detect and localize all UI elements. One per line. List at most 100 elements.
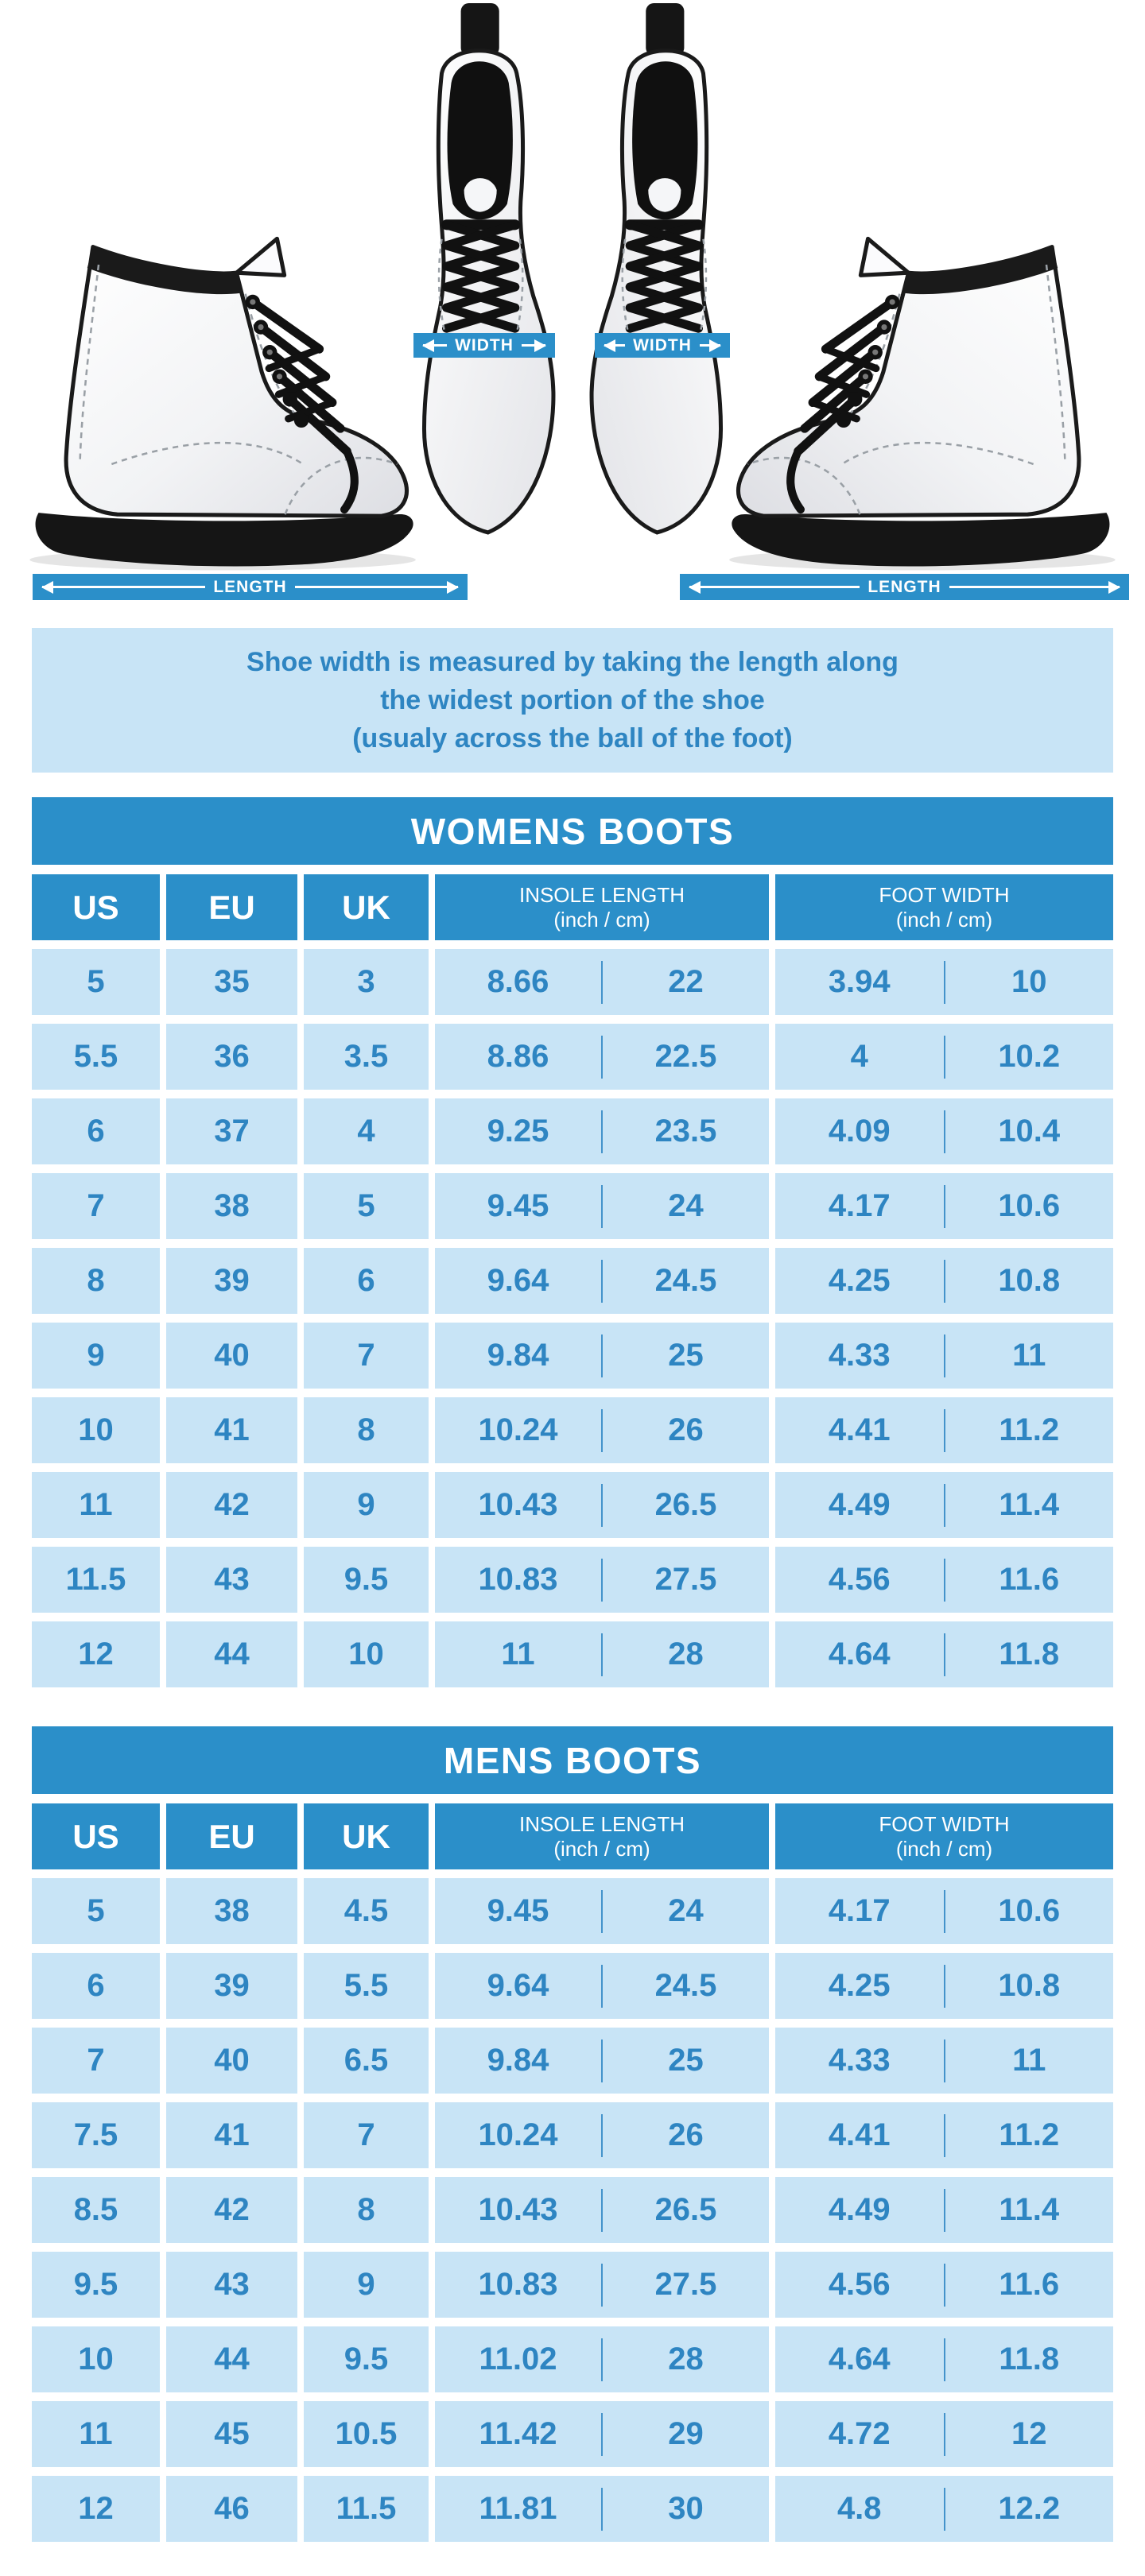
us-size-cell: 12: [32, 2476, 160, 2542]
us-size-cell: 10: [32, 2326, 160, 2392]
uk-size-cell: 9: [304, 1472, 429, 1538]
insole-length-label: INSOLE LENGTH: [518, 1811, 685, 1836]
insole-inch-value: 11.81: [479, 2491, 557, 2526]
insole-length-cell: 9.25 23.5: [435, 1098, 769, 1164]
insole-cm-value: 24.5: [654, 1968, 717, 2003]
width-label: WIDTH: [633, 335, 692, 354]
foot-width-cm-value: 11.6: [999, 2267, 1060, 2302]
uk-size-cell: 8: [304, 2177, 429, 2243]
foot-width-cell: 4.41 11.2: [775, 2102, 1113, 2168]
mens-table-header: US EU UK INSOLE LENGTH (inch / cm) FOOT …: [32, 1803, 1113, 1869]
cell-divider: [943, 2263, 945, 2307]
foot-width-cell: 4.64 11.8: [775, 1621, 1113, 1687]
arrow-right-icon: [699, 344, 721, 347]
cell-divider: [943, 1633, 945, 1676]
foot-width-inch-value: 4.25: [828, 1263, 891, 1298]
insole-inch-value: 9.64: [487, 1263, 549, 1298]
cell-divider: [601, 1184, 603, 1228]
insole-length-units: (inch / cm): [553, 1836, 650, 1861]
insole-length-cell: 11 28: [435, 1621, 769, 1687]
insole-length-cell: 11.02 28: [435, 2326, 769, 2392]
measurement-info-box: Shoe width is measured by taking the len…: [32, 628, 1113, 773]
foot-width-cell: 4.8 12.2: [775, 2476, 1113, 2542]
foot-width-inch-value: 4.41: [828, 2117, 891, 2152]
insole-cm-value: 24.5: [654, 1263, 717, 1298]
uk-column-header: UK: [304, 1803, 429, 1869]
insole-cm-value: 27.5: [654, 1562, 717, 1597]
womens-table-title: WOMENS BOOTS: [32, 797, 1113, 865]
cell-divider: [943, 1889, 945, 1933]
cell-divider: [943, 1259, 945, 1303]
eu-size-cell: 40: [166, 2028, 297, 2094]
insole-cm-value: 27.5: [654, 2267, 717, 2302]
insole-cm-value: 26: [668, 1412, 704, 1447]
insole-inch-value: 11.42: [479, 2416, 557, 2451]
eu-column-header: EU: [166, 874, 297, 940]
foot-width-cm-value: 11.2: [999, 2117, 1060, 2152]
foot-width-inch-value: 4.64: [828, 2342, 891, 2377]
table-row: 10 44 9.5 11.02 28 4.64 11.8: [32, 2326, 1113, 2392]
table-row: 12 46 11.5 11.81 30 4.8 12.2: [32, 2476, 1113, 2542]
cell-divider: [601, 2412, 603, 2456]
cell-divider: [601, 1259, 603, 1303]
cell-divider: [943, 1483, 945, 1527]
uk-size-cell: 9.5: [304, 1547, 429, 1613]
cell-divider: [601, 2039, 603, 2082]
cell-divider: [601, 1558, 603, 1602]
insole-cm-value: 23.5: [654, 1114, 717, 1149]
insole-length-cell: 8.86 22.5: [435, 1024, 769, 1090]
eu-size-cell: 38: [166, 1878, 297, 1944]
foot-width-inch-value: 4.56: [828, 2267, 891, 2302]
us-size-cell: 10: [32, 1397, 160, 1463]
cell-divider: [601, 1964, 603, 2008]
foot-width-cm-value: 10.6: [998, 1893, 1061, 1928]
cell-divider: [943, 1334, 945, 1377]
insole-length-cell: 9.64 24.5: [435, 1248, 769, 1314]
foot-width-cell: 4.41 11.2: [775, 1397, 1113, 1463]
eu-size-cell: 42: [166, 1472, 297, 1538]
foot-width-inch-value: 4.49: [828, 1487, 891, 1522]
foot-width-inch-value: 4.64: [828, 1637, 891, 1671]
foot-width-cell: 4.64 11.8: [775, 2326, 1113, 2392]
foot-width-inch-value: 4.49: [828, 2192, 891, 2227]
us-size-cell: 7: [32, 2028, 160, 2094]
cell-divider: [943, 2113, 945, 2157]
insole-cm-value: 24: [668, 1893, 704, 1928]
uk-size-cell: 10: [304, 1621, 429, 1687]
us-size-cell: 9.5: [32, 2252, 160, 2318]
foot-width-cm-value: 12.2: [998, 2491, 1061, 2526]
mens-table-rows: 5 38 4.5 9.45 24 4.17 10.6 6 39 5.5 9.64 24.5 4.25 10…: [32, 1878, 1113, 2542]
uk-size-cell: 10.5: [304, 2401, 429, 2467]
insole-inch-value: 8.66: [487, 964, 549, 999]
foot-width-cm-value: 11.4: [999, 1487, 1060, 1522]
cell-divider: [601, 1110, 603, 1153]
cell-divider: [601, 1334, 603, 1377]
womens-table-header: US EU UK INSOLE LENGTH (inch / cm) FOOT …: [32, 874, 1113, 940]
foot-width-cm-value: 11.8: [999, 2342, 1060, 2377]
table-row: 6 39 5.5 9.64 24.5 4.25 10.8: [32, 1953, 1113, 2019]
eu-size-cell: 43: [166, 1547, 297, 1613]
foot-width-cm-value: 11: [1012, 1338, 1046, 1373]
eu-size-cell: 37: [166, 1098, 297, 1164]
table-row: 8.5 42 8 10.43 26.5 4.49 11.4: [32, 2177, 1113, 2243]
cell-divider: [943, 2039, 945, 2082]
eu-size-cell: 43: [166, 2252, 297, 2318]
foot-width-cell: 4.49 11.4: [775, 2177, 1113, 2243]
foot-width-column-header: FOOT WIDTH (inch / cm): [775, 874, 1113, 940]
table-row: 5 38 4.5 9.45 24 4.17 10.6: [32, 1878, 1113, 1944]
arrow-right-icon: [949, 586, 1120, 588]
table-row: 5 35 3 8.66 22 3.94 10: [32, 949, 1113, 1015]
foot-width-cell: 4.25 10.8: [775, 1248, 1113, 1314]
cell-divider: [943, 2487, 945, 2531]
insole-inch-value: 8.86: [487, 1039, 549, 1074]
foot-width-inch-value: 4.33: [828, 2043, 891, 2078]
insole-cm-value: 25: [668, 1338, 704, 1373]
info-line-3: (usualy across the ball of the foot): [352, 723, 793, 753]
foot-width-inch-value: 4.09: [828, 1114, 891, 1149]
us-size-cell: 6: [32, 1098, 160, 1164]
cell-divider: [943, 1408, 945, 1452]
uk-size-cell: 9: [304, 2252, 429, 2318]
foot-width-units: (inch / cm): [895, 1836, 993, 1861]
eu-size-cell: 36: [166, 1024, 297, 1090]
